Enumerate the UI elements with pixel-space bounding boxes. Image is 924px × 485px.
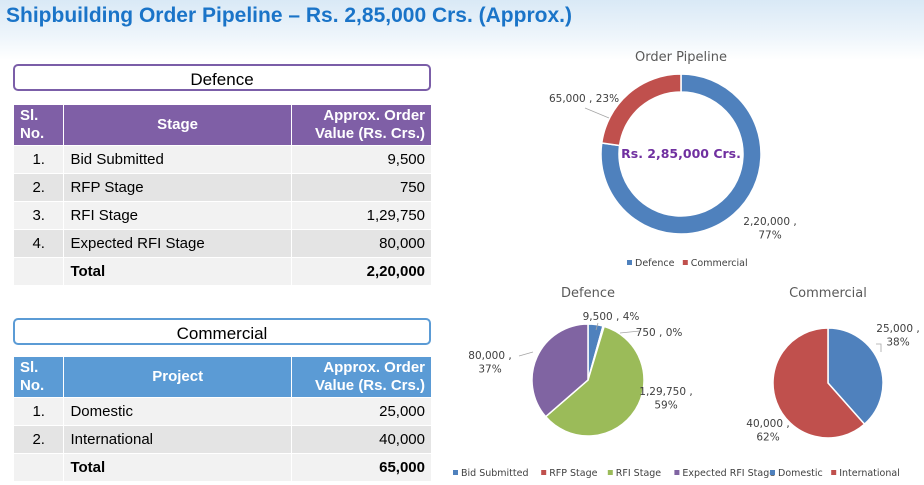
row-project: Domestic — [63, 397, 292, 426]
chart-title: Defence — [561, 286, 615, 301]
data-label: 9,500 , 4% — [583, 311, 640, 323]
leader-line — [584, 107, 610, 119]
defence-header-slno: Sl. No. — [12, 104, 65, 146]
row-number: 2. — [12, 425, 65, 454]
legend-entry: RFI Stage — [616, 468, 661, 479]
legend-entry: International — [839, 468, 900, 479]
data-label: 750 , 0% — [636, 327, 683, 339]
commercial-header-value: Approx. Order Value (Rs. Crs.) — [290, 356, 433, 398]
row-value: 40,000 — [290, 425, 433, 454]
defence-section-label: Defence — [13, 64, 431, 91]
table-row: 1. Bid Submitted 9,500 — [12, 145, 433, 174]
table-row: 2. International 40,000 — [12, 425, 433, 454]
row-value: 750 — [290, 173, 433, 202]
row-value: 9,500 — [290, 145, 433, 174]
data-label: 80,000 , 37% — [468, 350, 511, 376]
row-stage: Expected RFI Stage — [63, 229, 292, 258]
header-background — [0, 0, 924, 60]
leader-line — [595, 322, 599, 331]
pie-slice-international — [772, 327, 866, 439]
row-number: 2. — [12, 173, 65, 202]
legend-entry: Bid Submitted — [461, 468, 529, 479]
row-stage: RFP Stage — [63, 173, 292, 202]
commercial-table: Sl. No. Project Approx. Order Value (Rs.… — [12, 356, 433, 482]
data-label: 2,20,000 , 77% — [743, 216, 796, 242]
donut-center-label: Rs. 2,85,000 Crs. — [621, 146, 741, 161]
legend-entry: Expected RFI Stage — [682, 468, 775, 479]
data-label: 65,000 , 23% — [549, 93, 619, 105]
legend-swatch — [831, 470, 837, 475]
row-number: 4. — [12, 229, 65, 258]
defence-table: Sl. No. Stage Approx. Order Value (Rs. C… — [12, 104, 433, 286]
commercial-section-label: Commercial — [13, 318, 431, 345]
legend-swatch — [607, 470, 613, 475]
total-label: Total — [63, 453, 292, 482]
commercial-header-project: Project — [63, 356, 292, 398]
legend-swatch — [682, 260, 688, 265]
table-row: 2. RFP Stage 750 — [12, 173, 433, 202]
total-value: 65,000 — [290, 453, 433, 482]
total-row: Total 65,000 — [12, 453, 433, 482]
pie-slice-rfi-stage — [544, 325, 645, 437]
pie-slice-commercial — [600, 73, 682, 147]
legend-entry: Commercial — [691, 258, 748, 269]
legend-entry: Domestic — [778, 468, 823, 479]
table-row: 4. Expected RFI Stage 80,000 — [12, 229, 433, 258]
commercial-header-slno: Sl. No. — [12, 356, 65, 398]
chart-title: Order Pipeline — [635, 50, 727, 65]
data-label: 40,000 , 62% — [746, 418, 789, 444]
row-stage: Bid Submitted — [63, 145, 292, 174]
defence-header-value: Approx. Order Value (Rs. Crs.) — [290, 104, 433, 146]
leader-line — [518, 351, 534, 357]
table-row: 1. Domestic 25,000 — [12, 397, 433, 426]
row-stage: RFI Stage — [63, 201, 292, 230]
total-label: Total — [63, 257, 292, 286]
defence-header-stage: Stage — [63, 104, 292, 146]
legend-entry: RFP Stage — [549, 468, 597, 479]
leader-line — [619, 330, 641, 334]
legend-swatch — [674, 470, 680, 475]
row-value: 80,000 — [290, 229, 433, 258]
legend-swatch — [453, 470, 458, 475]
legend-swatch — [770, 470, 775, 475]
legend-entry: Defence — [635, 258, 675, 269]
page-title: Shipbuilding Order Pipeline – Rs. 2,85,0… — [6, 4, 572, 27]
chart-title: Commercial — [789, 286, 867, 301]
leader-line — [876, 343, 882, 352]
row-number: 3. — [12, 201, 65, 230]
legend-swatch — [541, 470, 547, 475]
row-number: 1. — [12, 397, 65, 426]
data-label: 1,29,750 , 59% — [639, 386, 692, 412]
legend-swatch — [627, 260, 632, 265]
row-value: 1,29,750 — [290, 201, 433, 230]
table-row: 3. RFI Stage 1,29,750 — [12, 201, 433, 230]
pie-slice-defence — [600, 73, 762, 235]
total-value: 2,20,000 — [290, 257, 433, 286]
pie-slice-domestic — [827, 327, 884, 426]
pie-slice-expected-rfi-stage — [531, 323, 589, 418]
total-row: Total 2,20,000 — [12, 257, 433, 286]
data-label: 25,000 , 38% — [876, 323, 919, 349]
